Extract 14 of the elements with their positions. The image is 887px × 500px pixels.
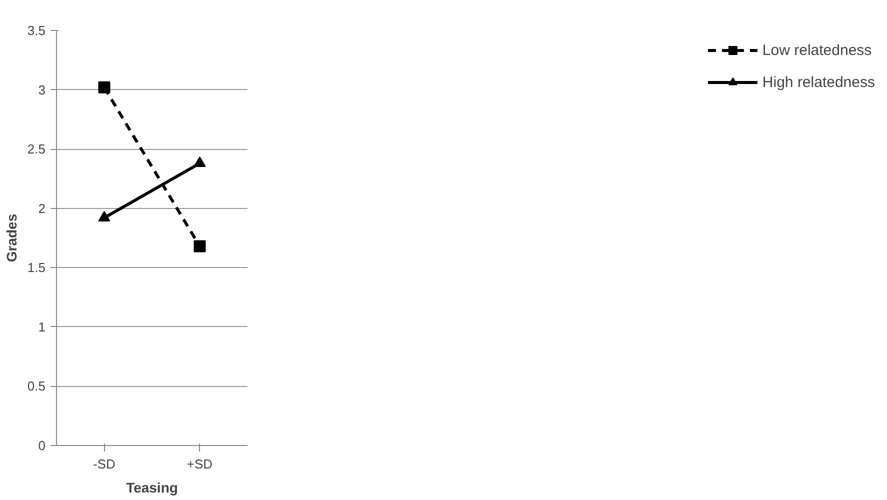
y-tick-label: 0.5: [27, 378, 46, 394]
y-tick-label: 3.5: [27, 23, 46, 38]
y-tick-label: 3: [38, 82, 46, 98]
x-tick-label: +SD: [186, 456, 213, 472]
y-tick-label: 1.5: [27, 260, 46, 276]
y-tick-label: 2.5: [27, 142, 46, 157]
legend-label: Low relatedness: [762, 42, 872, 58]
x-tick-label: -SD: [93, 456, 116, 472]
y-tick-label: 2: [38, 200, 46, 216]
y-tick-label: 0: [38, 438, 46, 453]
legend-label: High relatedness: [762, 74, 875, 90]
x-axis-title: Teasing: [126, 480, 178, 496]
y-axis-title: Grades: [3, 214, 20, 262]
y-tick-label: 1: [38, 319, 46, 334]
